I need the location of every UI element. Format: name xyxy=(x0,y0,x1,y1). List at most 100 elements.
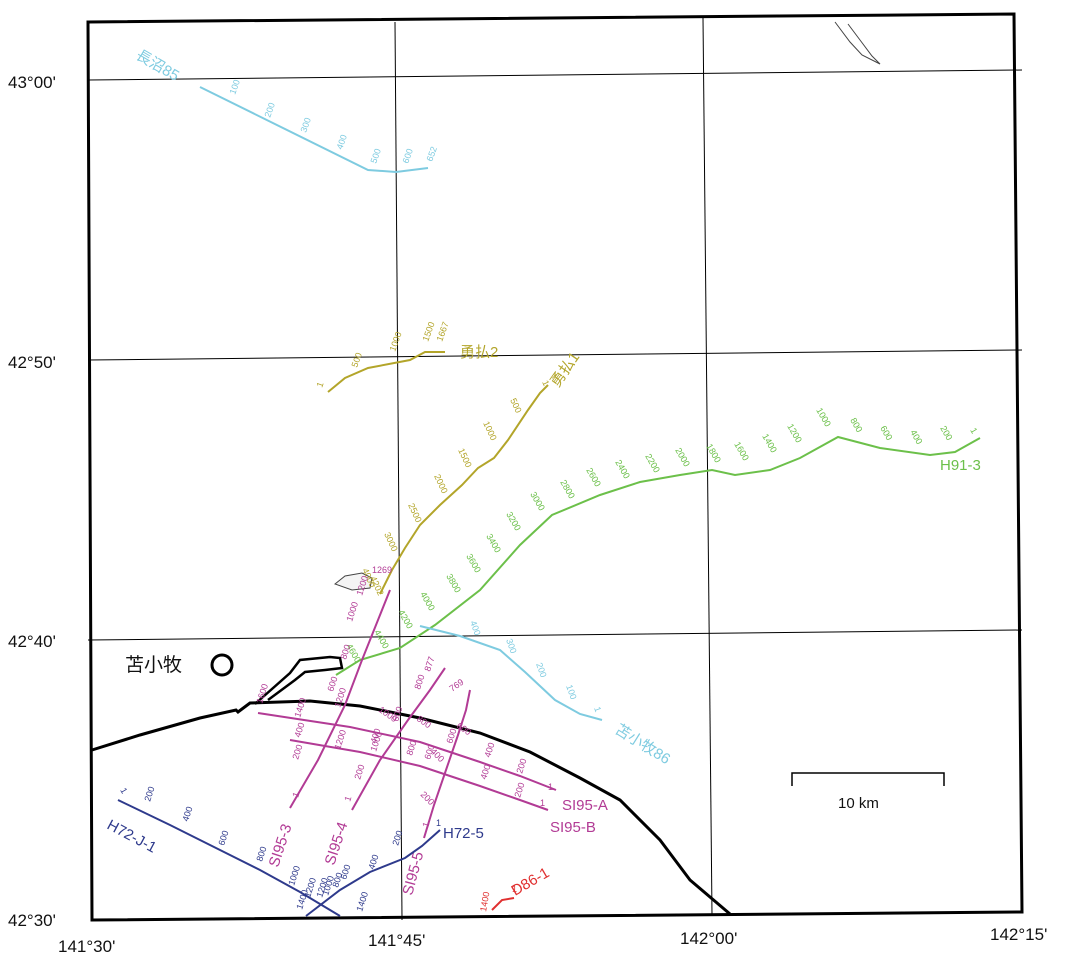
h72-5-tick: 1400 xyxy=(354,890,370,912)
lon-label: 142°00' xyxy=(680,929,737,948)
h91-3-tick: 3000 xyxy=(528,490,547,512)
h91-3-tick: 2600 xyxy=(584,466,603,488)
yufutsu1-tick: 500 xyxy=(508,397,523,415)
h91-3-name: H91-3 xyxy=(940,457,981,474)
h91-3-tick: 2200 xyxy=(643,452,662,474)
h91-3-tick: 3400 xyxy=(484,532,503,554)
line-si95-5: SI95-5 1 200 400 600 769 xyxy=(399,677,471,897)
yufutsu1-tick: 2500 xyxy=(406,502,424,524)
yufutsu2-tick: 500 xyxy=(349,351,364,369)
h72-j-1-tick: 200 xyxy=(142,785,156,802)
si95-5-tick: 1 xyxy=(420,821,431,829)
si95-3-tick: 200 xyxy=(290,743,304,760)
si95-4-track xyxy=(351,667,446,811)
map-frame xyxy=(86,12,1024,922)
lake-north xyxy=(834,21,881,65)
h91-3-tick: 2800 xyxy=(558,478,577,500)
d86-1-track xyxy=(491,897,515,911)
si95-b-tick: 400 xyxy=(478,763,492,780)
lat-label: 42°40' xyxy=(8,632,56,651)
si95-b-tick: 1 xyxy=(540,798,545,808)
h91-3-tick: 2000 xyxy=(673,446,692,468)
h91-3-tick: 3200 xyxy=(504,510,523,532)
city-tomakomai: 苫小牧 xyxy=(125,653,234,677)
d86-1-tick: 1 xyxy=(512,884,517,894)
yufutsu1-tick: 3000 xyxy=(382,531,400,553)
h91-3-tick: 1000 xyxy=(814,406,833,428)
line-si95-a: SI95-A 1 200 400 600 800 1000 1200 1400 … xyxy=(254,682,607,814)
si95-a-tick: 800 xyxy=(415,713,433,730)
si95-a-tick: 400 xyxy=(482,741,496,758)
si95-4-name: SI95-4 xyxy=(322,820,352,867)
h72-j-1-tick: 800 xyxy=(254,845,268,862)
naganuma85-tick: 100 xyxy=(227,78,242,96)
si95-5-tick: 769 xyxy=(447,677,465,694)
lat-label: 42°30' xyxy=(8,911,56,930)
h91-3-tick: 200 xyxy=(938,424,954,442)
tomakomai86-tick: 400 xyxy=(468,619,483,637)
h72-j-1-track xyxy=(117,799,341,917)
graticule xyxy=(87,17,1023,921)
naganuma85-track xyxy=(199,86,429,174)
si95-3-tick: 1000 xyxy=(344,600,360,622)
city-marker-icon xyxy=(210,653,234,677)
city-label: 苫小牧 xyxy=(125,654,182,676)
h91-3-tick: 2400 xyxy=(613,458,632,480)
naganuma85-tick: 652 xyxy=(424,145,439,163)
yufutsu2-tick: 1000 xyxy=(387,330,403,352)
si95-3-tick: 400 xyxy=(292,721,306,738)
si95-3-tick: 800 xyxy=(338,643,352,660)
si95-3-tick: 600 xyxy=(325,675,339,692)
h91-3-tick: 4000 xyxy=(418,590,437,612)
scale-bar-line xyxy=(791,772,945,786)
tomakomai86-tick: 200 xyxy=(534,661,549,679)
d86-1-tick: 1400 xyxy=(478,891,491,912)
grid-lat-4250 xyxy=(87,349,1023,361)
lake-utonai xyxy=(333,572,373,591)
h72-5-tick: 1 xyxy=(436,818,441,828)
yufutsu2-name: 勇払2 xyxy=(460,344,498,361)
si95-a-track xyxy=(257,712,557,791)
tomakomai86-track xyxy=(419,625,603,721)
port-breakwater xyxy=(254,655,344,705)
si95-a-tick: 1 xyxy=(548,782,553,792)
line-d86-1: D86-1 1 1400 xyxy=(478,864,552,912)
line-naganuma85: 長沼85 100 200 300 400 500 600 652 xyxy=(133,47,439,174)
line-h91-3: H91-3 1 200 400 600 800 1000 1200 1400 1… xyxy=(335,406,981,676)
h72-j-1-tick: 1000 xyxy=(286,864,302,886)
naganuma85-tick: 600 xyxy=(400,147,415,165)
h91-3-tick: 3800 xyxy=(444,572,463,594)
h72-5-track xyxy=(305,829,441,917)
h91-3-track xyxy=(335,435,981,676)
yufutsu1-tick: 1 xyxy=(540,379,551,388)
d86-1-name: D86-1 xyxy=(509,864,553,899)
grid-lon-14200 xyxy=(702,17,713,916)
h72-j-1-tick: 600 xyxy=(216,829,230,846)
line-si95-b: SI95-B 1 200 400 600 800 1000 1200 xyxy=(289,728,596,836)
yufutsu2-track xyxy=(327,351,445,393)
h91-3-tick: 400 xyxy=(908,428,924,446)
lon-label: 142°15' xyxy=(990,925,1047,944)
h72-j-1-tick: 1400 xyxy=(294,888,310,910)
h72-5-tick: 400 xyxy=(366,853,380,870)
line-tomakomai86: 苫小牧86 1 100 200 300 400 xyxy=(419,619,673,768)
h72-5-tick: 200 xyxy=(390,829,404,846)
h91-3-tick: 1400 xyxy=(760,432,779,454)
si95-4-tick: 200 xyxy=(352,763,366,780)
naganuma85-tick: 200 xyxy=(262,101,277,119)
si95-3-tick: 1 xyxy=(290,791,301,799)
naganuma85-tick: 500 xyxy=(368,147,383,165)
si95-b-tick: 600 xyxy=(422,743,436,760)
yufutsu2-tick: 1667 xyxy=(434,320,450,342)
lon-label: 141°45' xyxy=(368,931,425,950)
line-si95-3: SI95-3 1 200 400 600 800 1000 1200 1269 xyxy=(266,565,392,869)
scale-bar: 10 km xyxy=(791,772,945,812)
yufutsu1-tick: 2000 xyxy=(432,473,450,495)
h72-j-1-name: H72-J-1 xyxy=(104,817,159,857)
si95-b-tick: 800 xyxy=(404,739,418,756)
si95-5-tick: 600 xyxy=(444,727,458,744)
si95-4-tick: 800 xyxy=(412,673,426,690)
h91-3-tick: 4200 xyxy=(396,608,415,630)
si95-a-name: SI95-A xyxy=(562,797,608,814)
